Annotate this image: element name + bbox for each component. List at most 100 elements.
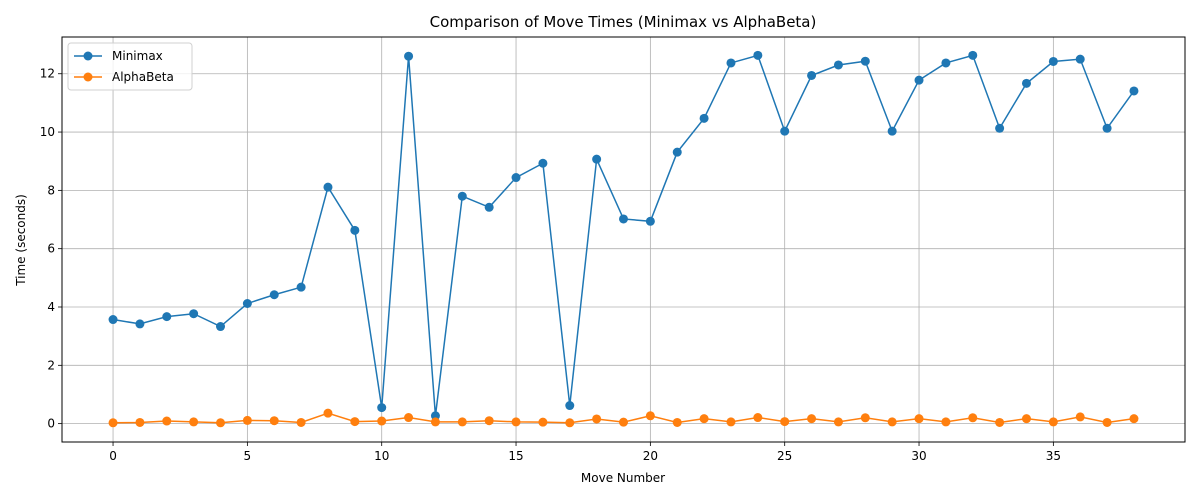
alphabeta-point [914, 414, 924, 424]
alphabeta-point [242, 415, 252, 425]
alphabeta-point [323, 408, 333, 418]
alphabeta-point [1021, 414, 1031, 424]
minimax-point [833, 60, 843, 70]
alphabeta-point [941, 417, 951, 427]
minimax-point [323, 182, 333, 192]
alphabeta-point [189, 417, 199, 427]
alphabeta-point [860, 413, 870, 423]
x-tick-label: 5 [244, 449, 252, 463]
minimax-point [216, 322, 226, 332]
minimax-point [672, 147, 682, 157]
alphabeta-point [162, 416, 172, 426]
minimax-point [162, 312, 172, 322]
minimax-point [350, 225, 360, 235]
minimax-point [565, 401, 575, 411]
alphabeta-point [619, 417, 628, 427]
minimax-point [726, 58, 736, 68]
axis-ticks: 0 5 10 15 20 25 30 35 0 2 4 6 8 10 12 [40, 67, 1061, 463]
alphabeta-point [216, 418, 226, 428]
alphabeta-point [565, 418, 575, 428]
minimax-point [484, 202, 494, 212]
legend-alphabeta-label: AlphaBeta [112, 70, 174, 84]
minimax-point [189, 309, 199, 319]
alphabeta-point [296, 417, 306, 427]
x-tick-label: 30 [911, 449, 926, 463]
minimax-point [887, 126, 897, 136]
minimax-point [699, 113, 709, 123]
alphabeta-point [995, 417, 1005, 427]
minimax-point [941, 58, 951, 68]
alphabeta-point [457, 417, 467, 427]
y-axis-label: Time (seconds) [14, 194, 28, 287]
minimax-point [780, 126, 790, 136]
minimax-point [269, 290, 279, 300]
minimax-point [242, 299, 252, 309]
minimax-point [995, 123, 1005, 133]
minimax-point [296, 282, 306, 292]
minimax-point [538, 158, 548, 168]
alphabeta-point [511, 417, 521, 427]
minimax-point [1129, 86, 1139, 96]
alphabeta-point [430, 417, 440, 427]
minimax-point [807, 70, 817, 80]
minimax-line [112, 54, 1135, 416]
grid [62, 37, 1185, 442]
alphabeta-point [968, 413, 978, 423]
legend-minimax-marker [83, 51, 93, 61]
minimax-point [860, 56, 870, 66]
minimax-point [457, 191, 467, 201]
y-tick-label: 10 [40, 125, 55, 139]
minimax-point [753, 50, 763, 60]
legend-box [67, 42, 193, 91]
minimax-point [108, 315, 118, 325]
alphabeta-point [404, 413, 414, 423]
y-tick-label: 12 [40, 67, 55, 81]
alphabeta-point [1102, 417, 1112, 427]
alphabeta-point [807, 414, 817, 424]
x-axis-label: Move Number [581, 471, 665, 485]
x-tick-label: 20 [643, 449, 658, 463]
alphabeta-point [108, 418, 118, 428]
minimax-point [1102, 123, 1112, 133]
x-tick-label: 35 [1046, 449, 1061, 463]
alphabeta-point [484, 416, 494, 426]
x-tick-label: 25 [777, 449, 792, 463]
minimax-point [1048, 56, 1058, 66]
minimax-point [914, 75, 924, 85]
y-tick-label: 4 [47, 300, 55, 314]
minimax-point [645, 216, 655, 226]
series-layer [108, 50, 1139, 428]
alphabeta-point [887, 417, 897, 427]
alphabeta-point [377, 416, 387, 426]
alphabeta-point [350, 417, 360, 427]
alphabeta-point [592, 414, 602, 424]
alphabeta-point [1075, 412, 1085, 422]
alphabeta-point [538, 417, 548, 427]
alphabeta-point [269, 416, 279, 426]
minimax-point [619, 214, 628, 224]
alphabeta-point [135, 417, 145, 427]
alphabeta-point [672, 417, 682, 427]
plot-frame [61, 36, 1186, 443]
chart-title: Comparison of Move Times (Minimax vs Alp… [430, 13, 817, 31]
alphabeta-point [645, 411, 655, 421]
y-tick-label: 6 [47, 242, 55, 256]
legend-minimax-label: Minimax [112, 49, 163, 63]
x-tick-label: 0 [109, 449, 117, 463]
alphabeta-point [699, 414, 709, 424]
minimax-point [1021, 78, 1031, 88]
alphabeta-point [780, 417, 790, 427]
legend: Minimax AlphaBeta [67, 42, 193, 91]
y-tick-label: 2 [47, 358, 55, 372]
minimax-point [968, 50, 978, 60]
y-tick-label: 8 [47, 183, 55, 197]
x-tick-label: 15 [508, 449, 523, 463]
minimax-point [592, 154, 602, 164]
alphabeta-point [1129, 414, 1139, 424]
minimax-point [135, 319, 145, 329]
minimax-point [1075, 54, 1085, 64]
minimax-series [108, 50, 1139, 421]
alphabeta-point [753, 413, 763, 423]
alphabeta-point [1048, 417, 1058, 427]
